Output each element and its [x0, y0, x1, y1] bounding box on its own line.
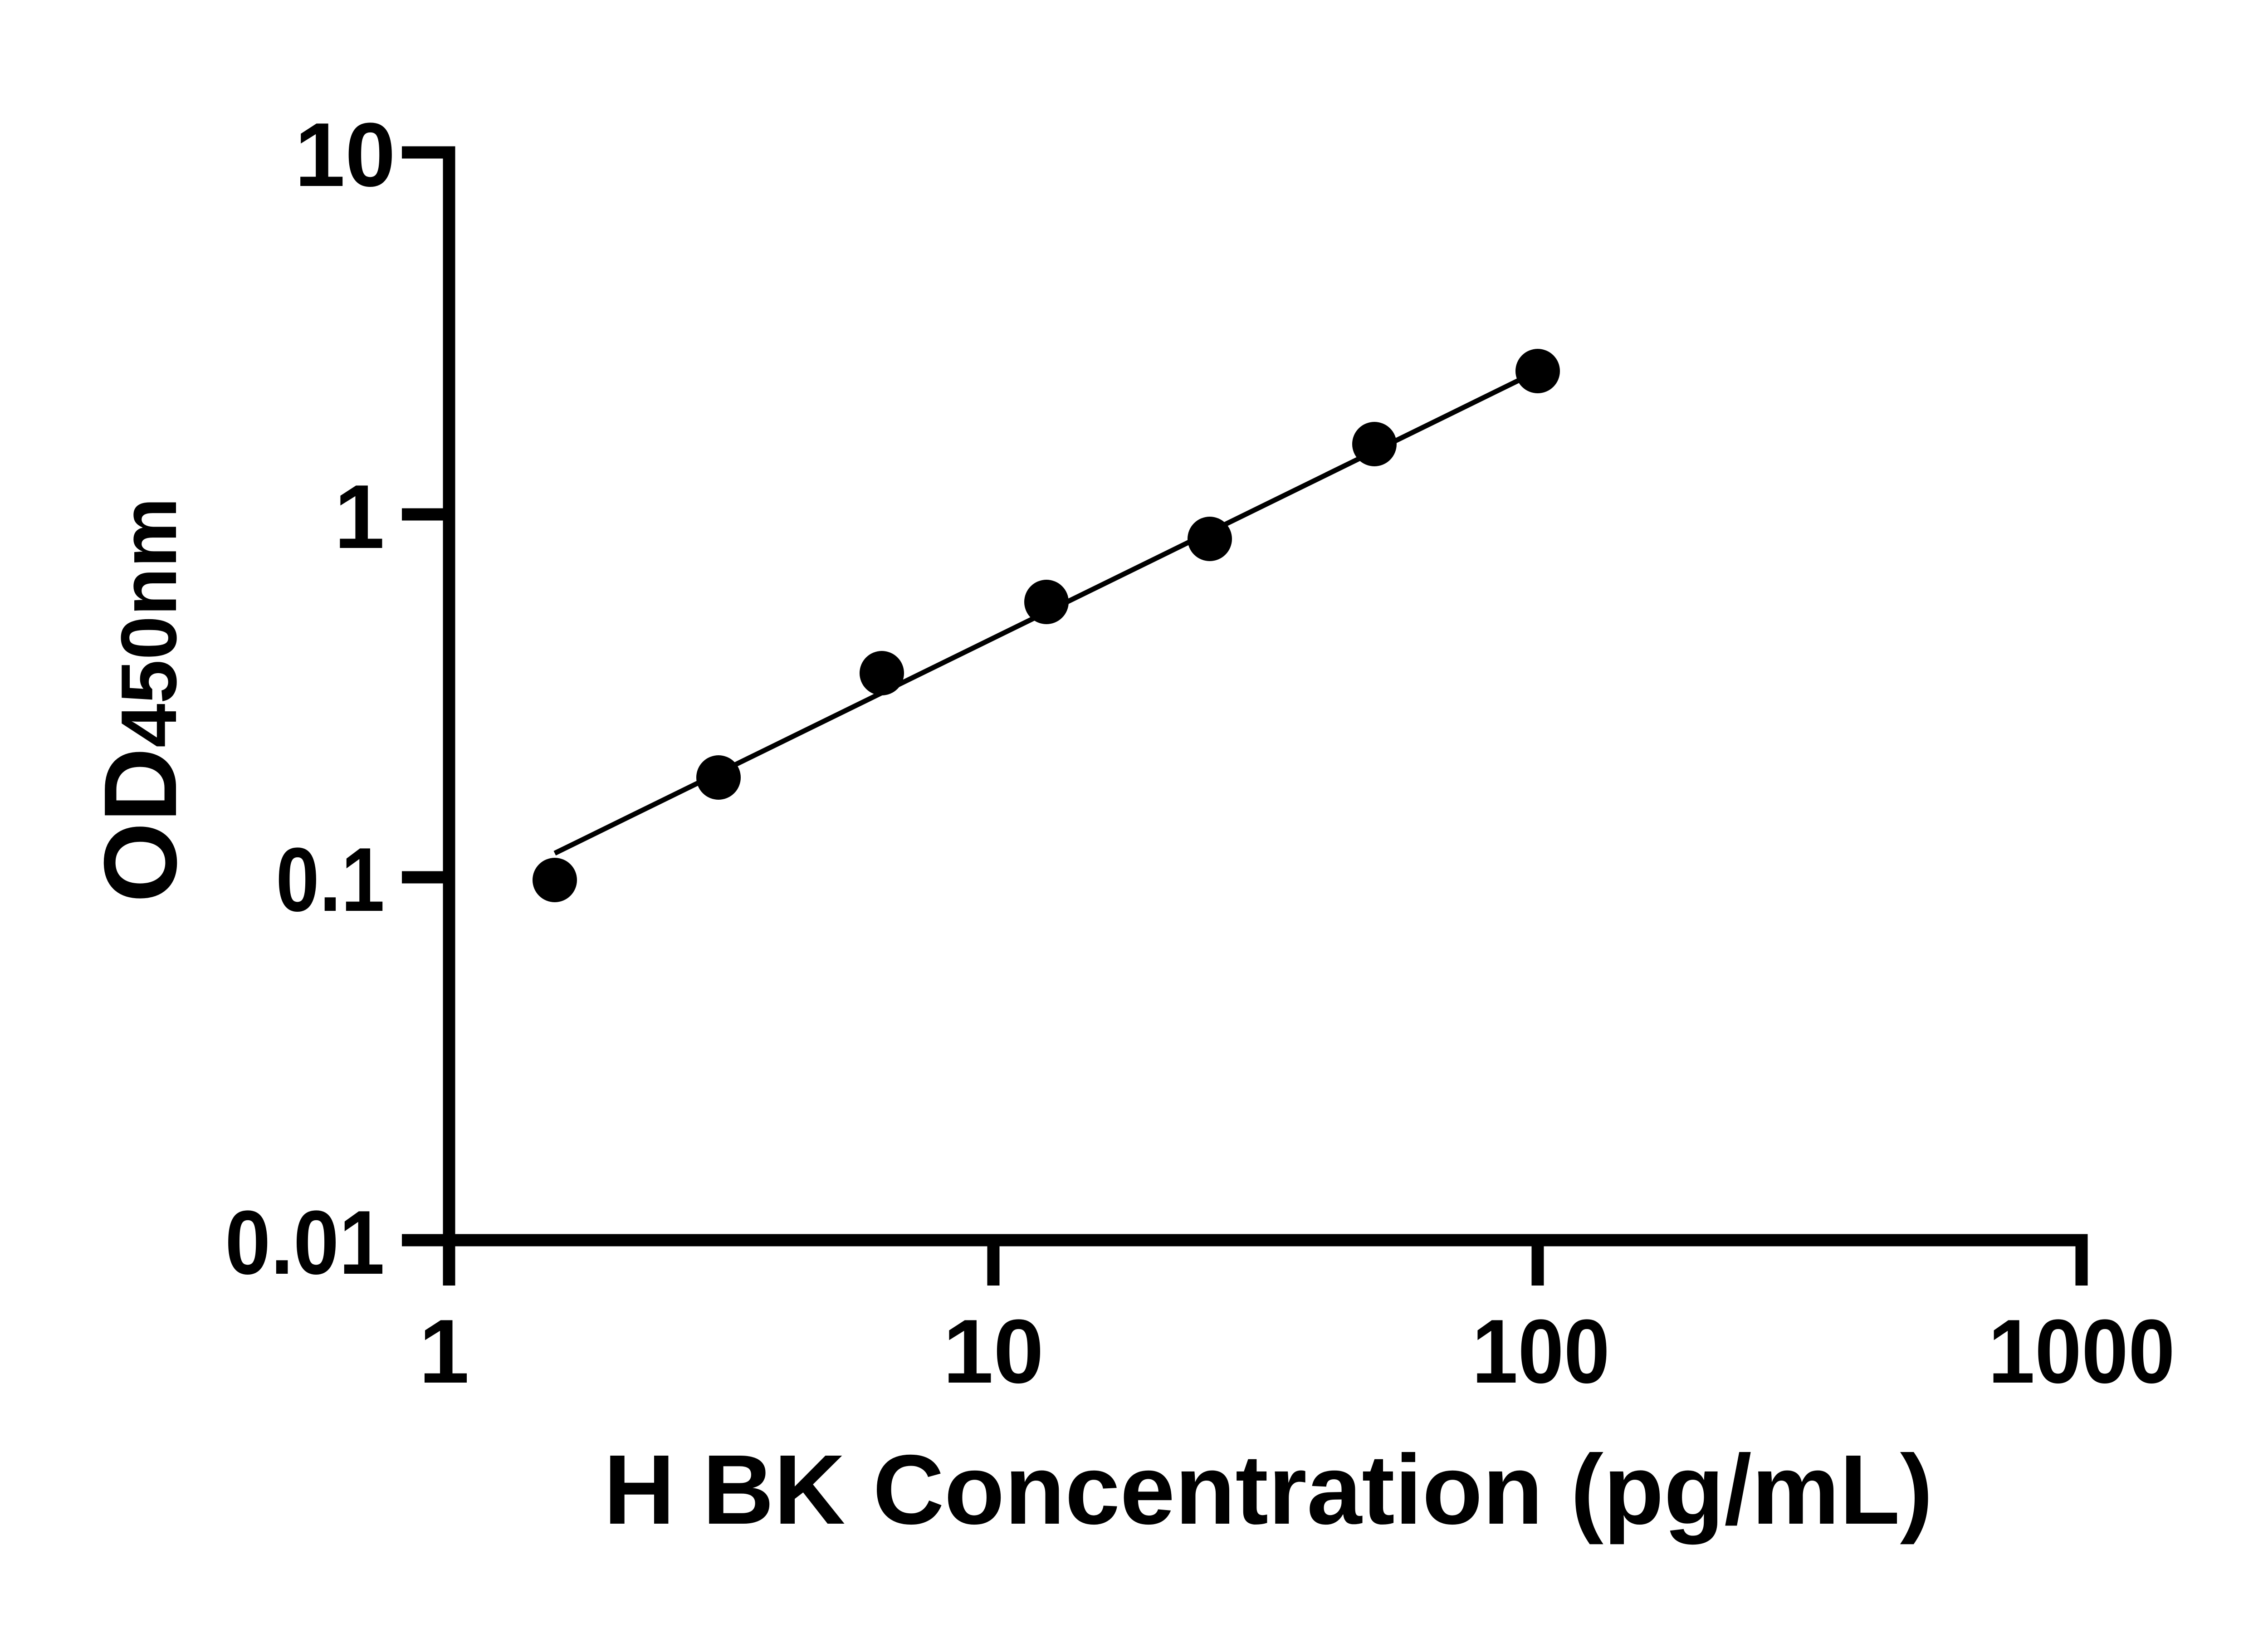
svg-text:1: 1 — [419, 1301, 469, 1402]
svg-text:0.1: 0.1 — [276, 829, 385, 930]
svg-text:100: 100 — [1472, 1301, 1610, 1402]
svg-text:10: 10 — [295, 104, 396, 205]
svg-text:0.01: 0.01 — [225, 1192, 385, 1293]
svg-text:10: 10 — [943, 1301, 1044, 1402]
svg-text:1: 1 — [334, 466, 385, 567]
svg-text:1000: 1000 — [1988, 1301, 2175, 1402]
svg-text:H BK Concentration (pg/mL): H BK Concentration (pg/mL) — [604, 1435, 1933, 1545]
